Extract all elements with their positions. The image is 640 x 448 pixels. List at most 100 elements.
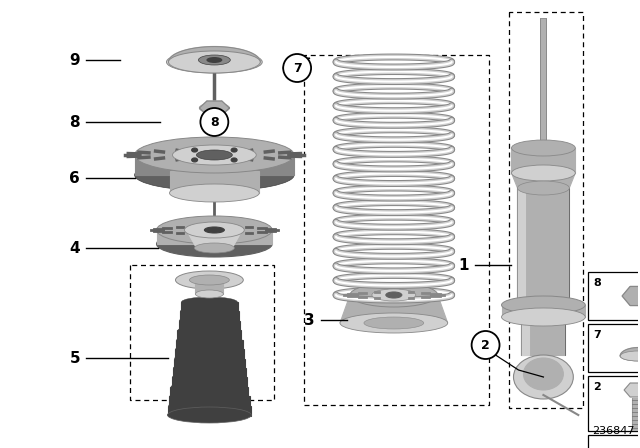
Bar — [588, 324, 640, 372]
Text: 8: 8 — [593, 278, 601, 288]
Polygon shape — [207, 101, 222, 108]
Ellipse shape — [204, 227, 225, 233]
Polygon shape — [511, 173, 575, 188]
Polygon shape — [340, 295, 448, 323]
Ellipse shape — [524, 358, 563, 390]
Ellipse shape — [173, 145, 256, 165]
Bar — [632, 398, 640, 430]
Ellipse shape — [180, 306, 239, 316]
Ellipse shape — [170, 184, 259, 202]
Polygon shape — [200, 101, 214, 108]
Ellipse shape — [173, 363, 246, 373]
Polygon shape — [179, 321, 240, 331]
Text: 236847: 236847 — [592, 426, 634, 436]
Polygon shape — [511, 148, 575, 173]
Ellipse shape — [195, 290, 223, 298]
Polygon shape — [622, 296, 638, 306]
Ellipse shape — [195, 243, 234, 253]
Polygon shape — [624, 383, 636, 390]
Text: 7: 7 — [593, 330, 601, 340]
Polygon shape — [522, 317, 565, 355]
Polygon shape — [180, 311, 239, 321]
Text: 4: 4 — [70, 241, 80, 255]
Polygon shape — [173, 368, 246, 378]
Text: 1: 1 — [458, 258, 469, 272]
Ellipse shape — [518, 181, 570, 195]
Polygon shape — [170, 387, 248, 397]
Bar — [588, 435, 640, 448]
Ellipse shape — [513, 355, 573, 399]
Polygon shape — [186, 230, 243, 248]
Ellipse shape — [340, 313, 448, 333]
Polygon shape — [214, 108, 229, 115]
Polygon shape — [176, 340, 243, 350]
Polygon shape — [630, 383, 640, 390]
Polygon shape — [636, 390, 640, 397]
Text: 8: 8 — [210, 116, 219, 129]
Text: 7: 7 — [292, 61, 301, 74]
Polygon shape — [181, 302, 238, 312]
Polygon shape — [622, 286, 638, 296]
Text: 3: 3 — [304, 313, 314, 327]
Polygon shape — [624, 390, 636, 397]
Ellipse shape — [166, 51, 262, 73]
Polygon shape — [630, 296, 640, 306]
Polygon shape — [174, 358, 245, 369]
Polygon shape — [518, 188, 570, 305]
Ellipse shape — [134, 137, 294, 173]
Circle shape — [472, 331, 500, 359]
Polygon shape — [170, 171, 259, 193]
Ellipse shape — [189, 275, 229, 285]
Ellipse shape — [231, 158, 237, 162]
Polygon shape — [620, 348, 640, 356]
Polygon shape — [630, 286, 640, 296]
Ellipse shape — [170, 391, 249, 401]
Ellipse shape — [191, 158, 198, 162]
Ellipse shape — [175, 344, 243, 354]
Ellipse shape — [171, 382, 248, 392]
Polygon shape — [172, 377, 247, 388]
Ellipse shape — [184, 222, 244, 238]
Ellipse shape — [502, 308, 586, 326]
Polygon shape — [200, 108, 214, 115]
Ellipse shape — [620, 351, 640, 361]
Ellipse shape — [231, 148, 237, 152]
Ellipse shape — [198, 55, 230, 65]
Polygon shape — [522, 317, 529, 355]
Ellipse shape — [175, 353, 244, 363]
Ellipse shape — [157, 231, 272, 257]
Polygon shape — [157, 230, 272, 244]
Polygon shape — [214, 101, 229, 108]
Ellipse shape — [372, 289, 416, 301]
Ellipse shape — [620, 351, 640, 361]
Ellipse shape — [168, 51, 260, 73]
Ellipse shape — [502, 296, 586, 314]
Ellipse shape — [168, 407, 252, 423]
Ellipse shape — [182, 297, 237, 307]
Ellipse shape — [177, 335, 242, 345]
Polygon shape — [518, 188, 525, 305]
Ellipse shape — [179, 316, 239, 326]
Text: 2: 2 — [593, 382, 601, 392]
Polygon shape — [134, 155, 294, 175]
Polygon shape — [502, 305, 586, 317]
Polygon shape — [195, 280, 223, 294]
Bar — [588, 272, 640, 320]
Ellipse shape — [178, 325, 241, 335]
Text: 9: 9 — [70, 52, 80, 68]
Ellipse shape — [168, 410, 252, 420]
Polygon shape — [169, 396, 250, 406]
Ellipse shape — [364, 317, 424, 329]
Polygon shape — [175, 349, 244, 359]
Bar — [588, 376, 640, 431]
Ellipse shape — [157, 216, 272, 244]
Ellipse shape — [172, 372, 246, 382]
Text: 8: 8 — [70, 115, 80, 129]
Ellipse shape — [511, 165, 575, 181]
Polygon shape — [168, 405, 251, 416]
Ellipse shape — [350, 283, 438, 307]
Ellipse shape — [200, 103, 229, 113]
Circle shape — [200, 108, 228, 136]
Ellipse shape — [169, 401, 250, 410]
Ellipse shape — [191, 148, 198, 152]
